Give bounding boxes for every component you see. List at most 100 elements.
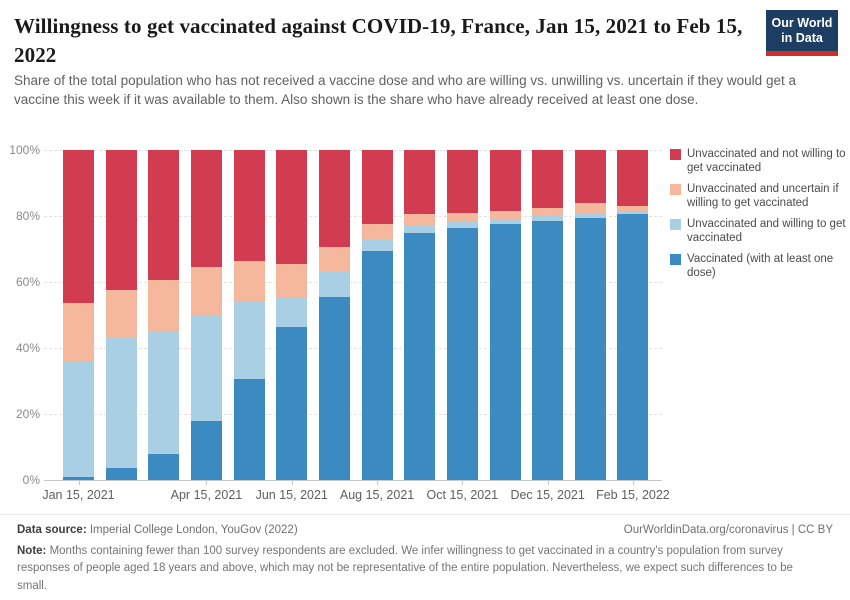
y-axis-tick-label: 60% bbox=[15, 275, 40, 289]
x-axis-tick-label: Apr 15, 2021 bbox=[170, 488, 243, 502]
bar-segment[interactable] bbox=[148, 280, 180, 332]
bar-segment[interactable] bbox=[574, 150, 606, 203]
bar-segment[interactable] bbox=[489, 150, 521, 212]
bar-segment[interactable] bbox=[532, 207, 564, 217]
bar-segment[interactable] bbox=[574, 217, 606, 480]
bar[interactable] bbox=[404, 150, 436, 480]
legend-item[interactable]: Vaccinated (with at least one dose) bbox=[670, 252, 846, 280]
data-source: Data source: Imperial College London, Yo… bbox=[17, 524, 298, 536]
bar-segment[interactable] bbox=[404, 214, 436, 226]
bar-segment[interactable] bbox=[617, 150, 649, 207]
bar-segment[interactable] bbox=[404, 225, 436, 233]
bar-segment[interactable] bbox=[617, 214, 649, 480]
bar-segment[interactable] bbox=[105, 290, 137, 339]
x-axis-tick bbox=[78, 480, 80, 485]
bar-segment[interactable] bbox=[574, 212, 606, 218]
bar-segment[interactable] bbox=[63, 150, 94, 304]
bar-segment[interactable] bbox=[532, 150, 564, 208]
bar-segment[interactable] bbox=[617, 211, 649, 215]
bar-segment[interactable] bbox=[361, 150, 393, 225]
bar-segment[interactable] bbox=[318, 272, 350, 297]
bar-segment[interactable] bbox=[446, 150, 478, 213]
bar-segment[interactable] bbox=[190, 420, 222, 480]
legend-label: Unvaccinated and not willing to get vacc… bbox=[687, 148, 846, 175]
bar[interactable] bbox=[63, 150, 94, 480]
x-axis-tick-label: Jan 15, 2021 bbox=[42, 488, 115, 502]
bar[interactable] bbox=[489, 150, 521, 480]
bar-segment[interactable] bbox=[233, 379, 265, 480]
bar[interactable] bbox=[574, 150, 606, 480]
note-text: Months containing fewer than 100 survey … bbox=[17, 545, 793, 592]
bar-segment[interactable] bbox=[361, 250, 393, 480]
footer-note: Note: Months containing fewer than 100 s… bbox=[17, 543, 817, 595]
bar-segment[interactable] bbox=[276, 150, 308, 264]
bar-segment[interactable] bbox=[63, 476, 94, 480]
x-axis-tick-label: Feb 15, 2022 bbox=[596, 488, 670, 502]
legend-item[interactable]: Unvaccinated and not willing to get vacc… bbox=[670, 147, 846, 175]
bar-segment[interactable] bbox=[532, 216, 564, 221]
bar[interactable] bbox=[148, 150, 180, 480]
bar-segment[interactable] bbox=[617, 206, 649, 212]
bar[interactable] bbox=[361, 150, 393, 480]
bar-segment[interactable] bbox=[276, 296, 308, 327]
legend-swatch bbox=[670, 184, 681, 196]
bar-segment[interactable] bbox=[446, 220, 478, 228]
bar-segment[interactable] bbox=[63, 361, 94, 477]
bar[interactable] bbox=[233, 150, 265, 480]
bar[interactable] bbox=[276, 150, 308, 480]
bar-segment[interactable] bbox=[105, 150, 137, 291]
data-source-text: Imperial College London, YouGov (2022) bbox=[86, 524, 298, 536]
y-gridline bbox=[44, 348, 662, 349]
bar-segment[interactable] bbox=[318, 150, 350, 248]
bar-segment[interactable] bbox=[148, 453, 180, 480]
bar-segment[interactable] bbox=[361, 224, 393, 240]
x-axis-tick bbox=[462, 480, 464, 485]
legend-label: Unvaccinated and uncertain if willing to… bbox=[687, 183, 839, 210]
bar-segment[interactable] bbox=[233, 150, 265, 261]
bar-segment[interactable] bbox=[532, 220, 564, 480]
x-axis-tick-label: Dec 15, 2021 bbox=[510, 488, 585, 502]
owid-logo[interactable]: Our World in Data bbox=[766, 10, 838, 56]
bar-segment[interactable] bbox=[63, 303, 94, 362]
legend-label: Unvaccinated and willing to get vaccinat… bbox=[687, 218, 846, 245]
chart-title: Willingness to get vaccinated against CO… bbox=[14, 14, 743, 67]
legend-item[interactable]: Unvaccinated and willing to get vaccinat… bbox=[670, 217, 846, 245]
bar-segment[interactable] bbox=[318, 296, 350, 480]
y-axis-tick-label: 20% bbox=[15, 407, 40, 421]
bar-segment[interactable] bbox=[233, 301, 265, 380]
bar-segment[interactable] bbox=[404, 232, 436, 480]
legend-swatch bbox=[670, 219, 681, 231]
legend-item[interactable]: Unvaccinated and uncertain if willing to… bbox=[670, 182, 846, 210]
bar[interactable] bbox=[617, 150, 649, 480]
x-axis-tick-label: Aug 15, 2021 bbox=[339, 488, 415, 502]
owid-coronavirus-link[interactable]: OurWorldinData.org/coronavirus | CC BY bbox=[623, 524, 833, 536]
y-gridline bbox=[44, 414, 662, 415]
bar-segment[interactable] bbox=[446, 227, 478, 480]
bar[interactable] bbox=[532, 150, 564, 480]
bar-segment[interactable] bbox=[190, 150, 222, 268]
bar-segment[interactable] bbox=[361, 239, 393, 251]
bar-segment[interactable] bbox=[574, 202, 606, 213]
bar[interactable] bbox=[318, 150, 350, 480]
bar-segment[interactable] bbox=[489, 219, 521, 225]
bar-segment[interactable] bbox=[276, 326, 308, 480]
bar-segment[interactable] bbox=[489, 224, 521, 480]
bar-segment[interactable] bbox=[233, 260, 265, 302]
bar-segment[interactable] bbox=[446, 212, 478, 221]
x-axis-tick bbox=[377, 480, 379, 485]
bar-segment[interactable] bbox=[276, 263, 308, 297]
bar-segment[interactable] bbox=[105, 468, 137, 480]
bar[interactable] bbox=[105, 150, 137, 480]
x-axis-tick-label: Jun 15, 2021 bbox=[255, 488, 328, 502]
bar-segment[interactable] bbox=[404, 150, 436, 215]
bar-segment[interactable] bbox=[190, 315, 222, 421]
bar-segment[interactable] bbox=[489, 211, 521, 220]
bar-segment[interactable] bbox=[105, 338, 137, 469]
bar-segment[interactable] bbox=[190, 267, 222, 316]
bar-segment[interactable] bbox=[148, 331, 180, 454]
bar-segment[interactable] bbox=[148, 150, 180, 281]
bar[interactable] bbox=[446, 150, 478, 480]
bar[interactable] bbox=[190, 150, 222, 480]
bar-segment[interactable] bbox=[318, 247, 350, 273]
